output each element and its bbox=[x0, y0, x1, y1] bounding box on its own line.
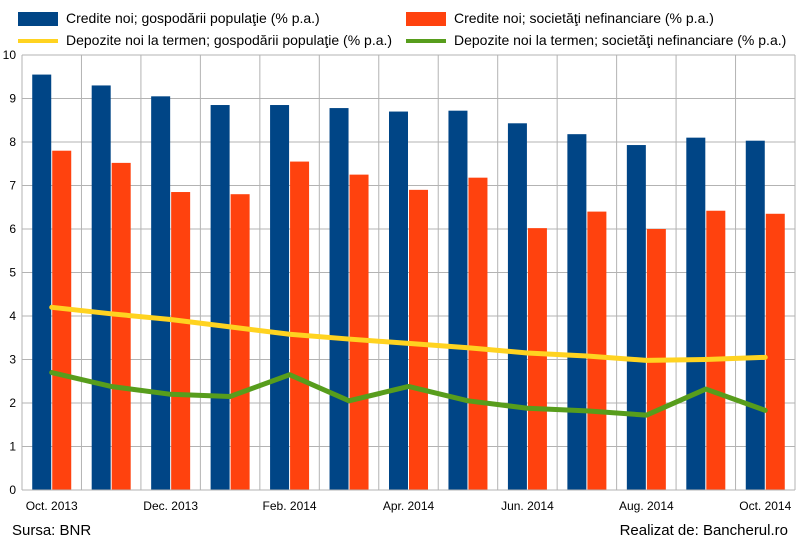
bar bbox=[507, 123, 527, 491]
y-tick-label: 9 bbox=[9, 92, 16, 106]
legend-label: Depozite noi la termen; societăţi nefina… bbox=[454, 32, 787, 48]
legend-swatch bbox=[406, 12, 446, 27]
y-tick-label: 5 bbox=[9, 266, 16, 280]
bar bbox=[527, 228, 547, 490]
x-tick-labels: Oct. 2013 Dec. 2013 Feb. 2014 Apr. 2014 Jun.… bbox=[26, 499, 792, 513]
y-tick-label: 6 bbox=[9, 222, 16, 236]
bar bbox=[171, 192, 191, 490]
credit-note: Realizat de: Bancherul.ro bbox=[619, 522, 788, 539]
bar bbox=[745, 140, 765, 490]
bar bbox=[32, 74, 52, 490]
gridlines bbox=[21, 54, 796, 491]
x-tick-label: Jun. 2014 bbox=[501, 499, 554, 513]
legend-item-companies-credit: Credite noi; societăţi nefinanciare (% p… bbox=[406, 10, 714, 27]
bar bbox=[210, 105, 230, 491]
bar bbox=[111, 162, 131, 490]
bar bbox=[448, 110, 468, 491]
y-tick-label: 1 bbox=[9, 440, 16, 454]
legend-item-households-credit: Credite noi; gospodării populaţie (% p.a… bbox=[18, 10, 320, 27]
x-tick-label: Oct. 2013 bbox=[26, 499, 78, 513]
y-tick-label: 2 bbox=[9, 396, 16, 410]
legend-item-households-deposits: Depozite noi la termen; gospodării popul… bbox=[18, 32, 392, 48]
line-series bbox=[49, 304, 768, 418]
axes bbox=[21, 55, 795, 491]
bar bbox=[329, 108, 349, 490]
legend-label: Credite noi; societăţi nefinanciare (% p… bbox=[454, 10, 714, 26]
bar bbox=[686, 137, 706, 490]
bar bbox=[587, 211, 607, 490]
bar bbox=[290, 161, 310, 490]
bar bbox=[52, 150, 72, 490]
y-tick-label: 4 bbox=[9, 309, 16, 323]
x-tick-label: Oct. 2014 bbox=[739, 499, 791, 513]
y-tick-label: 0 bbox=[9, 483, 16, 497]
y-tick-labels: 0 1 2 3 4 5 6 7 8 9 10 bbox=[3, 48, 17, 497]
legend-label: Credite noi; gospodării populaţie (% p.a… bbox=[66, 10, 320, 26]
series-line bbox=[49, 370, 768, 418]
legend-swatch bbox=[18, 39, 58, 44]
y-tick-label: 7 bbox=[9, 179, 16, 193]
bar bbox=[468, 177, 488, 491]
source-note: Sursa: BNR bbox=[12, 522, 92, 539]
bar bbox=[151, 96, 171, 490]
x-tick-label: Dec. 2013 bbox=[143, 499, 198, 513]
bar bbox=[349, 174, 369, 490]
bar bbox=[567, 134, 587, 491]
bar bbox=[230, 194, 250, 490]
y-tick-label: 8 bbox=[9, 135, 16, 149]
bar bbox=[626, 145, 646, 491]
bar bbox=[91, 85, 111, 490]
bar bbox=[765, 213, 785, 490]
legend-label: Depozite noi la termen; gospodării popul… bbox=[66, 32, 393, 48]
x-tick-label: Aug. 2014 bbox=[619, 499, 674, 513]
y-tick-label: 3 bbox=[9, 353, 16, 367]
legend-swatch bbox=[18, 12, 58, 27]
bar bbox=[389, 111, 408, 491]
y-tick-label: 10 bbox=[3, 48, 17, 62]
x-tick-label: Feb. 2014 bbox=[263, 499, 317, 513]
series-line bbox=[49, 304, 768, 363]
bar bbox=[706, 210, 726, 491]
bar-series bbox=[32, 74, 785, 491]
legend-item-companies-deposits: Depozite noi la termen; societăţi nefina… bbox=[406, 32, 786, 48]
bar bbox=[409, 189, 428, 490]
x-tick-label: Apr. 2014 bbox=[383, 499, 435, 513]
legend-swatch bbox=[406, 39, 446, 44]
bar bbox=[270, 105, 290, 491]
